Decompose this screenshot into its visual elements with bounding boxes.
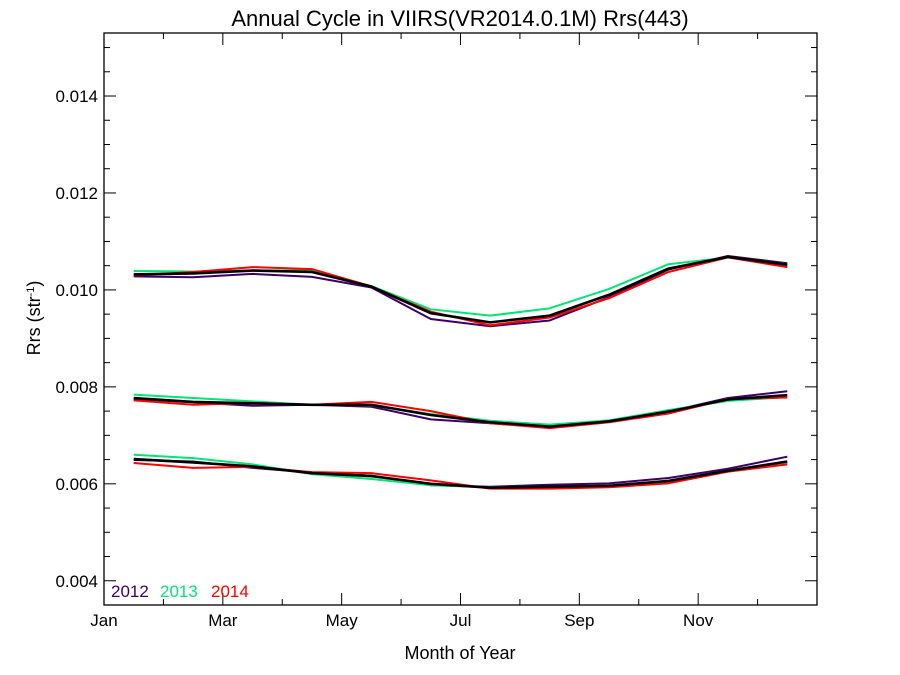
x-tick-label: Jul [450, 611, 472, 630]
legend-item-2013: 2013 [160, 582, 198, 601]
series-line-mean-group-3 [133, 457, 788, 489]
x-tick-label: Sep [564, 611, 594, 630]
series-line-2013-group-3 [133, 453, 788, 489]
y-tick-label: 0.006 [55, 475, 98, 494]
series-line-2013-group-2 [133, 393, 788, 426]
y-tick-label: 0.012 [55, 184, 98, 203]
series-line-2012-group-3 [133, 455, 788, 488]
chart-title: Annual Cycle in VIIRS(VR2014.0.1M) Rrs(4… [231, 6, 688, 31]
y-axis-label-close: ) [24, 281, 44, 287]
y-axis-label: Rrs (str-1) [24, 281, 44, 356]
x-tick-label: Jan [90, 611, 117, 630]
x-tick-label: May [326, 611, 359, 630]
y-tick-label: 0.014 [55, 87, 98, 106]
y-tick-label: 0.008 [55, 378, 98, 397]
x-axis-label: Month of Year [404, 643, 515, 663]
legend-item-2014: 2014 [211, 582, 249, 601]
y-tick-label: 0.004 [55, 572, 98, 591]
series-line-mean-group-2 [133, 393, 788, 428]
y-axis-label-sup: -1 [25, 287, 37, 297]
y-tick-label: 0.010 [55, 281, 98, 300]
legend-item-2012: 2012 [111, 582, 149, 601]
series-layer [133, 254, 788, 490]
series-line-2014-group-1 [133, 256, 788, 327]
legend: 2012 2013 2014 [111, 582, 249, 601]
x-tick-label: Nov [683, 611, 714, 630]
tick-layer: Jan Mar May Jul Sep Nov 0.004 0.006 0.008 0.010 0.… [55, 33, 817, 630]
y-axis-label-main: Rrs (str [24, 296, 44, 355]
series-line-mean-group-1 [133, 255, 788, 324]
x-tick-label: Mar [208, 611, 238, 630]
